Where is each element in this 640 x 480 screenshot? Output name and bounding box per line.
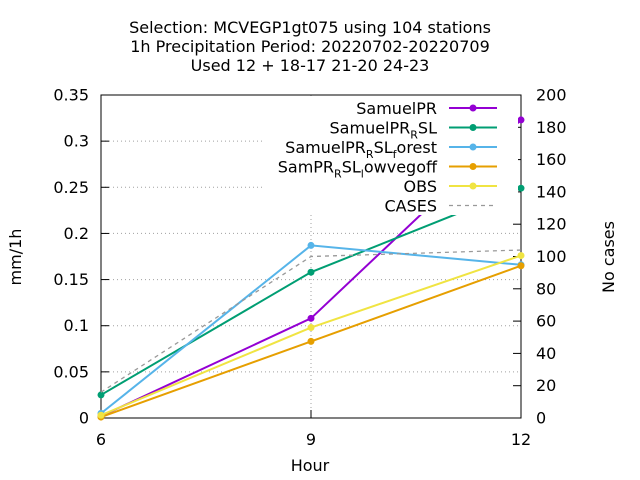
x-tick-label: 6 bbox=[96, 430, 106, 449]
y2-axis-label: No cases bbox=[599, 221, 618, 293]
data-point bbox=[307, 337, 315, 345]
y2-tick-label: 140 bbox=[536, 182, 567, 201]
title-line-2: 1h Precipitation Period: 20220702-202207… bbox=[130, 37, 490, 56]
y-axis: 0 0.05 0.1 0.15 0.2 0.25 0.3 0.35 bbox=[53, 86, 109, 428]
legend-marker bbox=[469, 182, 477, 190]
y2-tick-label: 60 bbox=[536, 312, 556, 331]
legend-label-part: SamuelPR bbox=[356, 99, 437, 118]
data-point bbox=[517, 184, 525, 192]
y2-tick-label: 40 bbox=[536, 344, 556, 363]
legend-label-part: OBS bbox=[404, 177, 437, 196]
legend-label-part: R bbox=[334, 168, 342, 181]
legend-label-part: SL bbox=[374, 138, 393, 157]
legend-label-part: owvegoff bbox=[364, 158, 438, 177]
series-CASES bbox=[100, 249, 522, 393]
y-tick-label: 0.25 bbox=[53, 178, 89, 197]
y-tick-label: 0.05 bbox=[53, 362, 89, 381]
y2-tick-label: 80 bbox=[536, 279, 556, 298]
chart-title: Selection: MCVEGP1gt075 using 104 statio… bbox=[129, 18, 491, 75]
data-point bbox=[307, 241, 315, 249]
legend-label-part: SL bbox=[418, 119, 437, 138]
legend-marker bbox=[469, 124, 477, 131]
series-line bbox=[100, 249, 522, 393]
data-point bbox=[517, 262, 525, 270]
legend-label: CASES bbox=[384, 197, 437, 216]
legend-label-part: R bbox=[366, 148, 374, 161]
legend-label-part: f bbox=[393, 148, 398, 161]
legend-label-part: SamuelPR bbox=[330, 119, 411, 138]
data-point bbox=[517, 252, 525, 260]
y-tick-label: 0.1 bbox=[64, 316, 89, 335]
y-tick-label: 0.35 bbox=[53, 86, 89, 105]
data-point bbox=[97, 411, 105, 419]
y2-tick-label: 180 bbox=[536, 118, 567, 137]
legend: SamuelPRSamuelPRRSLSamuelPRRSLforestSamP… bbox=[262, 96, 518, 216]
y2-tick-label: 0 bbox=[536, 409, 546, 428]
data-point bbox=[307, 268, 315, 276]
x-tick-label: 9 bbox=[306, 430, 316, 449]
legend-label-part: SamuelPR bbox=[285, 138, 366, 157]
legend-label: OBS bbox=[404, 177, 437, 196]
legend-label: SamuelPRRSL bbox=[330, 119, 438, 142]
data-point bbox=[97, 391, 105, 399]
y2-tick-label: 100 bbox=[536, 247, 567, 266]
legend-background bbox=[262, 96, 518, 215]
y-tick-label: 0 bbox=[79, 409, 89, 428]
legend-label: SamuelPRRSLforest bbox=[285, 138, 437, 161]
y-tick-label: 0.15 bbox=[53, 270, 89, 289]
legend-label: SamuelPR bbox=[356, 99, 437, 118]
series-OBS bbox=[97, 252, 525, 419]
x-axis: 6 9 12 bbox=[96, 410, 531, 449]
data-point bbox=[307, 324, 315, 332]
x-axis-label: Hour bbox=[291, 456, 330, 475]
legend-label-part: CASES bbox=[384, 197, 437, 216]
legend-label-part: R bbox=[410, 129, 418, 142]
legend-label-part: SL bbox=[342, 158, 361, 177]
data-point bbox=[517, 116, 525, 124]
y2-tick-label: 20 bbox=[536, 376, 556, 395]
legend-label-part: orest bbox=[397, 138, 437, 157]
legend-marker bbox=[469, 163, 477, 170]
data-point bbox=[307, 314, 315, 322]
series-layer bbox=[97, 116, 525, 421]
legend-label-part: l bbox=[361, 168, 364, 181]
x-tick-label: 12 bbox=[511, 430, 531, 449]
y2-tick-label: 120 bbox=[536, 215, 567, 234]
y2-tick-label: 200 bbox=[536, 86, 567, 105]
y2-axis: 0 20 40 60 80 100 120 140 160 180 200 bbox=[513, 86, 567, 428]
legend-marker bbox=[469, 104, 477, 112]
y2-tick-label: 160 bbox=[536, 150, 567, 169]
legend-label-part: SamPR bbox=[278, 158, 334, 177]
series-SamPR_RSL_lowvegoff bbox=[97, 262, 525, 421]
legend-marker bbox=[469, 143, 477, 151]
y-tick-label: 0.3 bbox=[64, 132, 89, 151]
series-SamuelPR_RSL bbox=[97, 184, 525, 399]
title-line-1: Selection: MCVEGP1gt075 using 104 statio… bbox=[129, 18, 491, 37]
title-line-3: Used 12 + 18-17 21-20 24-23 bbox=[191, 56, 430, 75]
legend-label: SamPRRSLlowvegoff bbox=[278, 158, 438, 181]
y-axis-label: mm/1h bbox=[6, 229, 25, 286]
y-tick-label: 0.2 bbox=[64, 224, 89, 243]
